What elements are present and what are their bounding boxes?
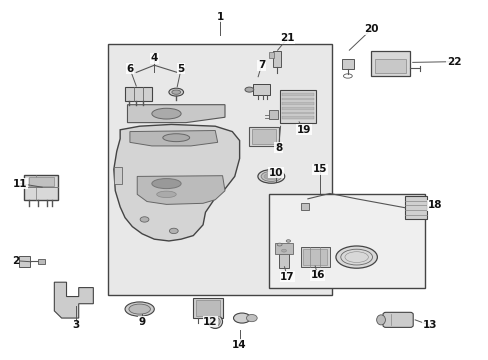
FancyBboxPatch shape: [370, 51, 409, 76]
FancyBboxPatch shape: [195, 300, 220, 316]
FancyBboxPatch shape: [24, 175, 58, 200]
FancyBboxPatch shape: [19, 256, 30, 267]
FancyBboxPatch shape: [251, 129, 276, 144]
Text: 6: 6: [126, 64, 133, 74]
Text: 21: 21: [280, 33, 294, 43]
Text: 11: 11: [13, 179, 27, 189]
Text: 4: 4: [150, 53, 158, 63]
Text: 10: 10: [268, 168, 283, 178]
FancyBboxPatch shape: [268, 51, 273, 58]
Ellipse shape: [140, 217, 149, 222]
Text: 16: 16: [310, 270, 324, 280]
Text: 1: 1: [216, 12, 224, 22]
Ellipse shape: [129, 304, 150, 314]
Text: 14: 14: [232, 340, 246, 350]
FancyBboxPatch shape: [282, 112, 313, 114]
Text: 15: 15: [312, 164, 326, 174]
FancyBboxPatch shape: [300, 247, 329, 267]
FancyBboxPatch shape: [405, 196, 427, 220]
FancyBboxPatch shape: [282, 107, 313, 110]
Text: 20: 20: [363, 24, 378, 35]
FancyBboxPatch shape: [278, 246, 289, 268]
FancyBboxPatch shape: [29, 177, 54, 186]
Ellipse shape: [163, 134, 189, 141]
FancyBboxPatch shape: [114, 167, 122, 184]
Ellipse shape: [246, 315, 257, 321]
Ellipse shape: [281, 249, 286, 252]
Ellipse shape: [261, 171, 281, 181]
Ellipse shape: [210, 317, 220, 326]
FancyBboxPatch shape: [268, 194, 424, 288]
Text: 13: 13: [422, 320, 436, 330]
Polygon shape: [114, 125, 239, 241]
Text: 22: 22: [446, 57, 461, 67]
Ellipse shape: [277, 243, 282, 246]
FancyBboxPatch shape: [374, 59, 406, 73]
Text: 3: 3: [73, 320, 80, 330]
Text: 17: 17: [280, 272, 294, 282]
FancyBboxPatch shape: [249, 127, 278, 146]
Ellipse shape: [233, 313, 250, 323]
Text: 9: 9: [138, 317, 145, 327]
FancyBboxPatch shape: [382, 312, 412, 327]
FancyBboxPatch shape: [272, 51, 280, 67]
Ellipse shape: [152, 108, 181, 119]
FancyBboxPatch shape: [268, 110, 277, 119]
Text: 2: 2: [12, 256, 19, 266]
Polygon shape: [127, 105, 224, 123]
Ellipse shape: [125, 302, 154, 316]
FancyBboxPatch shape: [282, 98, 313, 100]
Text: 8: 8: [274, 143, 282, 153]
FancyBboxPatch shape: [274, 243, 293, 253]
Polygon shape: [54, 282, 93, 318]
Ellipse shape: [157, 191, 176, 198]
Polygon shape: [137, 176, 224, 204]
Ellipse shape: [335, 246, 377, 268]
Polygon shape: [130, 131, 217, 146]
FancyBboxPatch shape: [125, 87, 152, 101]
Text: 18: 18: [427, 200, 441, 210]
Ellipse shape: [152, 179, 181, 189]
FancyBboxPatch shape: [341, 59, 353, 69]
Text: 5: 5: [177, 64, 184, 74]
Ellipse shape: [207, 315, 222, 328]
FancyBboxPatch shape: [282, 93, 313, 96]
FancyBboxPatch shape: [282, 116, 313, 119]
FancyBboxPatch shape: [252, 84, 270, 95]
Ellipse shape: [168, 88, 183, 96]
Ellipse shape: [376, 315, 385, 325]
Text: 19: 19: [296, 125, 310, 135]
Ellipse shape: [169, 228, 178, 234]
FancyBboxPatch shape: [303, 249, 327, 265]
FancyBboxPatch shape: [279, 90, 316, 123]
FancyBboxPatch shape: [282, 102, 313, 105]
FancyBboxPatch shape: [300, 203, 309, 210]
FancyBboxPatch shape: [193, 298, 222, 318]
FancyBboxPatch shape: [108, 44, 331, 295]
Ellipse shape: [171, 90, 180, 94]
Ellipse shape: [264, 173, 278, 180]
FancyBboxPatch shape: [38, 259, 45, 264]
Ellipse shape: [257, 170, 284, 183]
Text: 7: 7: [257, 60, 264, 70]
Text: 12: 12: [203, 317, 217, 327]
Ellipse shape: [285, 240, 290, 242]
Ellipse shape: [244, 87, 253, 92]
